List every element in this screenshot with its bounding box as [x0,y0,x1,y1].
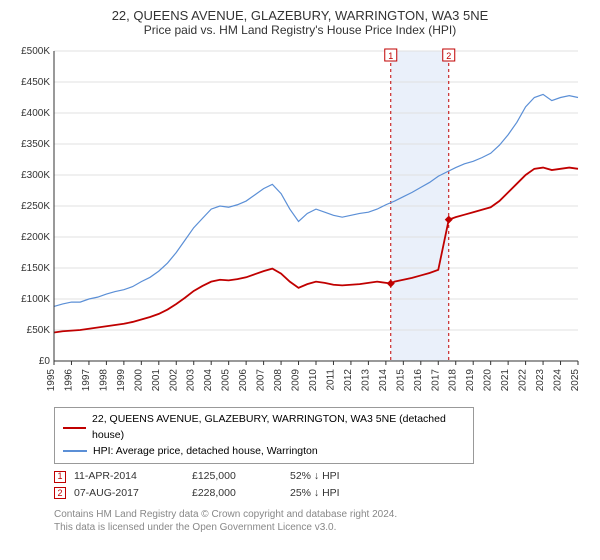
svg-text:£150K: £150K [21,263,50,274]
sale-pct-2: 25% ↓ HPI [290,485,360,502]
svg-text:£350K: £350K [21,139,50,150]
svg-text:£450K: £450K [21,77,50,88]
sale-price-1: £125,000 [192,468,282,485]
svg-text:£100K: £100K [21,294,50,305]
svg-text:2004: 2004 [203,369,214,392]
svg-text:2013: 2013 [360,369,371,392]
sale-row-2: 2 07-AUG-2017 £228,000 25% ↓ HPI [54,485,588,502]
legend-row-hpi: HPI: Average price, detached house, Warr… [63,444,465,460]
svg-text:2003: 2003 [186,369,197,392]
svg-text:2002: 2002 [168,369,179,392]
svg-text:2: 2 [446,51,451,61]
svg-text:2017: 2017 [430,369,441,392]
svg-text:2014: 2014 [378,369,389,392]
svg-text:2006: 2006 [238,369,249,392]
sale-marker-2: 2 [54,487,66,499]
svg-text:2018: 2018 [448,369,459,392]
svg-text:2015: 2015 [395,369,406,392]
sale-date-2: 07-AUG-2017 [74,485,184,502]
svg-text:1997: 1997 [81,369,92,392]
footnote-line-2: This data is licensed under the Open Gov… [54,521,588,534]
svg-text:2025: 2025 [570,369,581,392]
legend-swatch-property [63,427,86,429]
chart-subtitle: Price paid vs. HM Land Registry's House … [12,23,588,37]
svg-text:2016: 2016 [413,369,424,392]
svg-text:2011: 2011 [325,369,336,391]
sale-price-2: £228,000 [192,485,282,502]
footnote-line-1: Contains HM Land Registry data © Crown c… [54,508,588,521]
svg-text:2019: 2019 [465,369,476,392]
svg-text:£200K: £200K [21,232,50,243]
svg-text:2000: 2000 [133,369,144,392]
sale-row-1: 1 11-APR-2014 £125,000 52% ↓ HPI [54,468,588,485]
sale-date-1: 11-APR-2014 [74,468,184,485]
svg-text:2008: 2008 [273,369,284,392]
svg-text:1995: 1995 [46,369,57,392]
svg-text:£300K: £300K [21,170,50,181]
svg-text:2024: 2024 [553,369,564,392]
svg-text:1998: 1998 [98,369,109,392]
legend-label-property: 22, QUEENS AVENUE, GLAZEBURY, WARRINGTON… [92,412,465,444]
svg-text:2012: 2012 [343,369,354,392]
svg-text:2021: 2021 [500,369,511,392]
legend-swatch-hpi [63,450,87,452]
svg-text:2009: 2009 [291,369,302,392]
svg-text:1: 1 [388,51,393,61]
svg-text:2020: 2020 [483,369,494,392]
sale-marker-1: 1 [54,471,66,483]
svg-text:£0: £0 [39,356,51,367]
legend: 22, QUEENS AVENUE, GLAZEBURY, WARRINGTON… [54,407,474,464]
svg-text:£400K: £400K [21,108,50,119]
svg-text:£250K: £250K [21,201,50,212]
sales-table: 1 11-APR-2014 £125,000 52% ↓ HPI 2 07-AU… [54,468,588,502]
legend-label-hpi: HPI: Average price, detached house, Warr… [93,444,318,460]
chart-title: 22, QUEENS AVENUE, GLAZEBURY, WARRINGTON… [12,8,588,23]
svg-text:£500K: £500K [21,46,50,57]
svg-text:2007: 2007 [256,369,267,392]
svg-text:1999: 1999 [116,369,127,392]
svg-text:£50K: £50K [27,325,51,336]
svg-text:1996: 1996 [63,369,74,392]
sale-pct-1: 52% ↓ HPI [290,468,360,485]
svg-text:2010: 2010 [308,369,319,392]
svg-text:2001: 2001 [151,369,162,392]
svg-text:2005: 2005 [221,369,232,392]
svg-text:2023: 2023 [535,369,546,392]
footnote: Contains HM Land Registry data © Crown c… [54,508,588,534]
chart-area: £0 £50K £100K £150K £200K £250K £300K £350K £400… [12,41,588,401]
svg-text:2022: 2022 [518,369,529,392]
legend-row-property: 22, QUEENS AVENUE, GLAZEBURY, WARRINGTON… [63,412,465,444]
